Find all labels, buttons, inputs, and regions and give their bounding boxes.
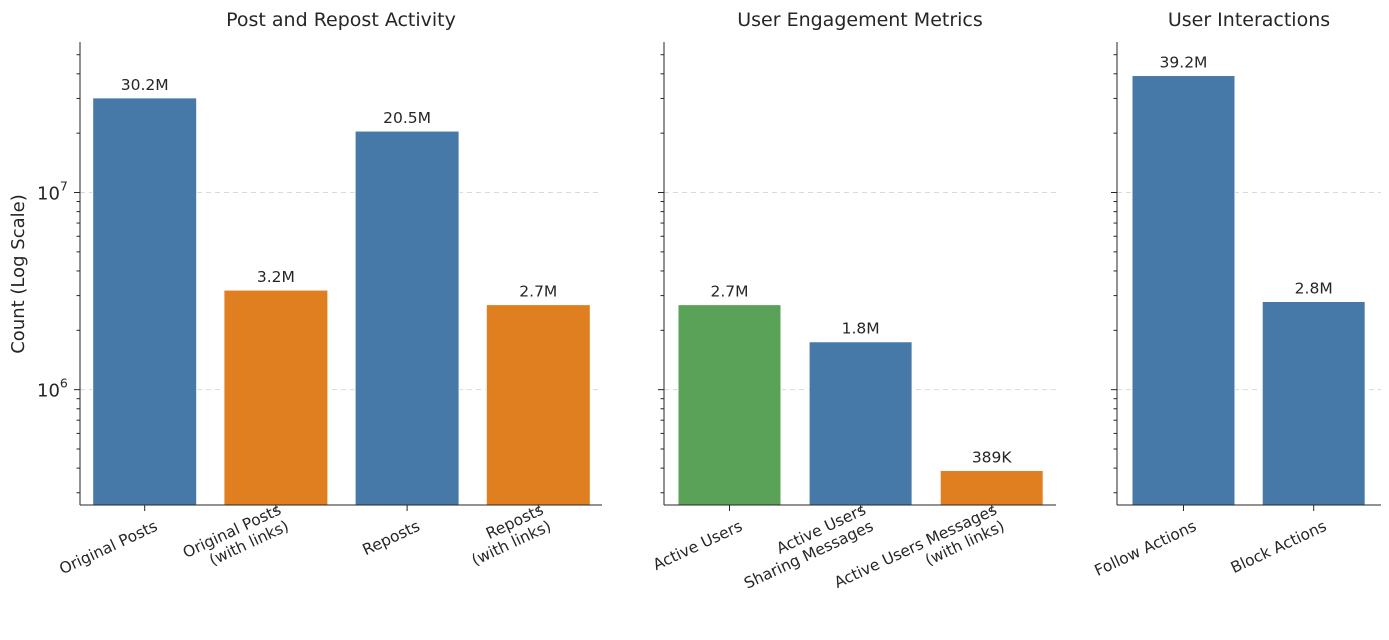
ytick-label: 107 [37, 179, 68, 205]
ytick-exponent: 7 [60, 179, 68, 194]
bar-value-label: 2.7M [519, 283, 557, 301]
xtick-label: Follow Actions [1092, 517, 1199, 580]
bar-value-label: 1.8M [842, 320, 880, 338]
bar [808, 341, 913, 506]
ytick-exponent: 6 [60, 376, 68, 391]
xtick-label-group: Reposts [360, 517, 423, 559]
xtick-label: Original Posts [57, 517, 161, 578]
bar [939, 470, 1044, 506]
xtick-label-group: Follow Actions [1092, 517, 1199, 580]
xtick-label-group: Original Posts(with links) [180, 501, 291, 570]
xtick-label-group: Original Posts [57, 517, 161, 578]
ytick-base: 10 [37, 381, 60, 402]
xtick-label-group: Block Actions [1228, 517, 1329, 577]
xtick-label-group: Active Users [650, 517, 745, 574]
subplot-1: 30.2M Original Posts 3.2M Original Posts(wi… [8, 9, 602, 578]
xtick-label: Active Users [650, 517, 745, 574]
bar-value-label: 389K [972, 449, 1013, 467]
bar-value-label: 3.2M [257, 268, 295, 286]
y-axis-label: Count (Log Scale) [8, 194, 29, 354]
bar [92, 97, 198, 506]
xtick-label-group: Reposts(with links) [469, 501, 554, 570]
bar [1131, 75, 1236, 506]
bar [223, 289, 329, 506]
ytick-base: 10 [37, 184, 60, 205]
bar-value-label: 39.2M [1160, 54, 1208, 72]
bar [354, 130, 460, 506]
bar-value-label: 2.7M [710, 283, 748, 301]
subplot-3: 39.2M Follow Actions 2.8M Block Actions User… [1092, 9, 1381, 580]
bar [1261, 301, 1366, 506]
bar-value-label: 2.8M [1295, 280, 1333, 298]
xtick-label: Reposts [360, 517, 423, 559]
bar [485, 304, 591, 506]
ytick-label: 106 [37, 376, 68, 402]
xtick-label: Block Actions [1228, 517, 1329, 577]
bar-value-label: 30.2M [121, 76, 169, 94]
bar-value-label: 20.5M [383, 109, 431, 127]
subplot-title: Post and Repost Activity [226, 9, 456, 31]
subplot-title: User Interactions [1168, 9, 1330, 31]
bar [677, 304, 782, 506]
subplot-title: User Engagement Metrics [737, 9, 983, 31]
